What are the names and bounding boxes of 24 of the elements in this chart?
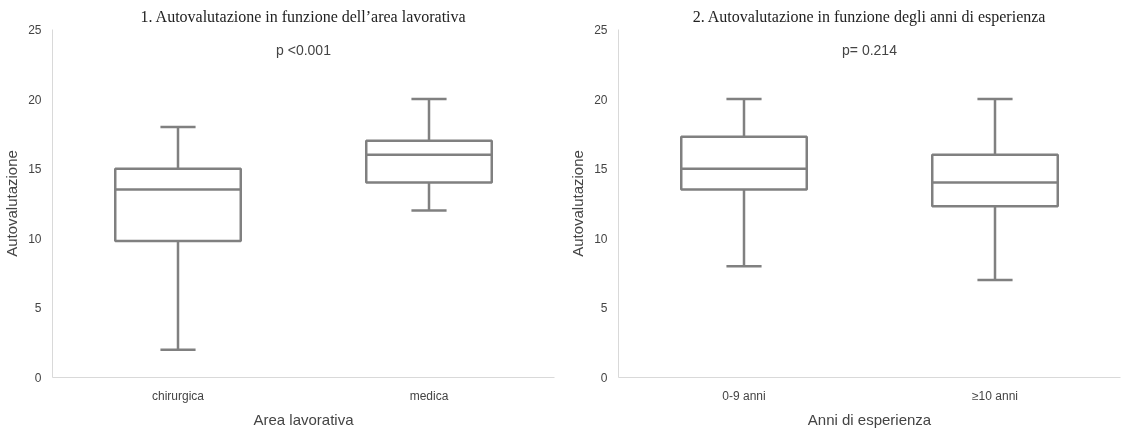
x-tick-label: chirurgica: [151, 388, 205, 403]
x-axis-title: Anni di esperienza: [807, 410, 932, 428]
x-axis-title: Area lavorativa: [253, 410, 355, 428]
chart-title: 2. Autovalutazione in funzione degli anni di esperienza: [692, 7, 1046, 26]
y-tick-label: 20: [28, 92, 42, 107]
y-tick-label: 15: [28, 162, 42, 177]
y-tick-label: 5: [34, 301, 42, 316]
y-tick-label: 10: [594, 231, 608, 246]
x-tick-label: 0-9 anni: [722, 388, 766, 403]
x-tick-label: medica: [409, 388, 449, 403]
y-axis-title: Autovalutazione: [569, 150, 587, 257]
y-axis-title: Autovalutazione: [3, 150, 21, 257]
y-tick-label: 5: [600, 301, 608, 316]
y-tick-label: 15: [594, 162, 608, 177]
y-tick-label: 25: [28, 23, 42, 37]
chart-title: 1. Autovalutazione in funzione dell’area lavorativa: [140, 7, 466, 25]
y-tick-label: 20: [594, 92, 608, 107]
x-tick-label: ≥10 anni: [972, 388, 1018, 403]
y-tick-label: 0: [34, 371, 42, 385]
y-tick-label: 0: [600, 371, 608, 385]
annotation: p= 0.214: [842, 41, 898, 58]
y-tick-label: 25: [594, 23, 608, 37]
y-tick-label: 10: [28, 231, 42, 246]
annotation: p <0.001: [276, 41, 332, 58]
